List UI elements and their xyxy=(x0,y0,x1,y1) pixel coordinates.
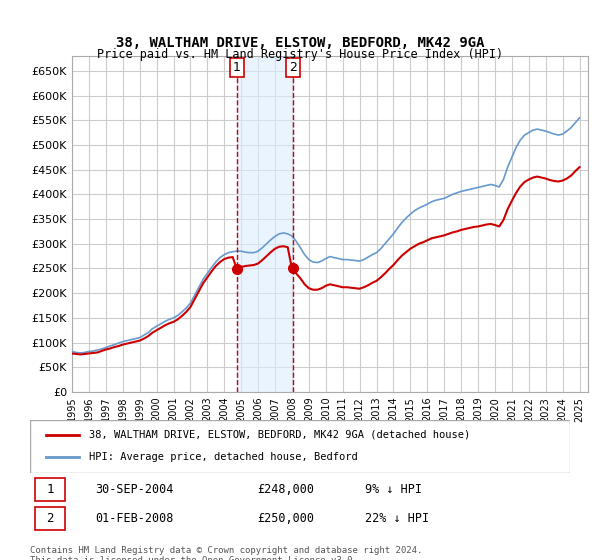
Text: 1: 1 xyxy=(233,61,241,74)
Bar xyxy=(237,56,293,392)
Text: 30-SEP-2004: 30-SEP-2004 xyxy=(95,483,173,496)
Text: Contains HM Land Registry data © Crown copyright and database right 2024.
This d: Contains HM Land Registry data © Crown c… xyxy=(30,546,422,560)
FancyBboxPatch shape xyxy=(35,478,65,501)
Text: 2: 2 xyxy=(289,61,297,74)
FancyBboxPatch shape xyxy=(35,507,65,530)
Text: 38, WALTHAM DRIVE, ELSTOW, BEDFORD, MK42 9GA (detached house): 38, WALTHAM DRIVE, ELSTOW, BEDFORD, MK42… xyxy=(89,430,470,440)
Text: 22% ↓ HPI: 22% ↓ HPI xyxy=(365,512,429,525)
Text: 1: 1 xyxy=(46,483,54,496)
Text: 2: 2 xyxy=(46,512,54,525)
Text: 01-FEB-2008: 01-FEB-2008 xyxy=(95,512,173,525)
Text: HPI: Average price, detached house, Bedford: HPI: Average price, detached house, Bedf… xyxy=(89,452,358,462)
Text: Price paid vs. HM Land Registry's House Price Index (HPI): Price paid vs. HM Land Registry's House … xyxy=(97,48,503,60)
Text: £248,000: £248,000 xyxy=(257,483,314,496)
FancyBboxPatch shape xyxy=(30,420,570,473)
Text: £250,000: £250,000 xyxy=(257,512,314,525)
Text: 9% ↓ HPI: 9% ↓ HPI xyxy=(365,483,422,496)
Text: 38, WALTHAM DRIVE, ELSTOW, BEDFORD, MK42 9GA: 38, WALTHAM DRIVE, ELSTOW, BEDFORD, MK42… xyxy=(116,36,484,50)
